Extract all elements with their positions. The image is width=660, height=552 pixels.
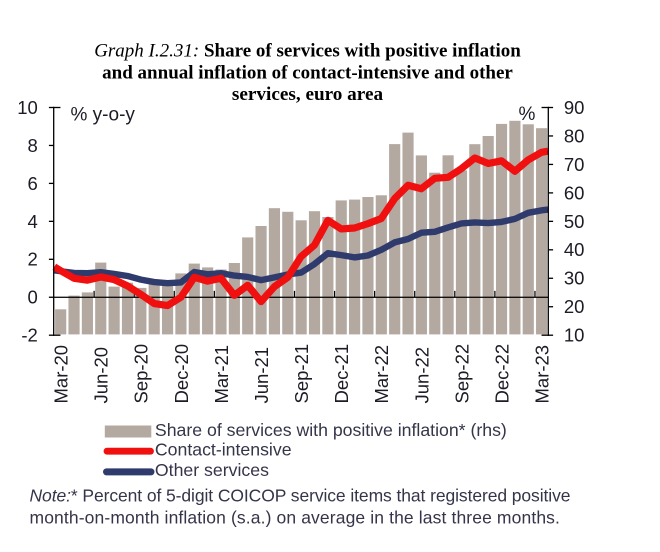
- svg-text:70: 70: [564, 154, 585, 175]
- svg-text:Contact-intensive: Contact-intensive: [155, 440, 292, 460]
- svg-text:Mar-23: Mar-23: [532, 345, 553, 404]
- svg-text:90: 90: [564, 97, 585, 118]
- svg-text:month-on-month inflation (s.a.: month-on-month inflation (s.a.) on avera…: [30, 508, 561, 528]
- svg-text:Jun-21: Jun-21: [251, 347, 272, 404]
- svg-text:Sep-20: Sep-20: [131, 344, 152, 404]
- svg-text:6: 6: [28, 173, 38, 194]
- svg-text:and annual inflation of contac: and annual inflation of contact-intensiv…: [102, 63, 513, 84]
- svg-text:Dec-20: Dec-20: [171, 344, 192, 404]
- svg-text:Graph I.2.31: Share of service: Graph I.2.31: Share of services with pos…: [94, 41, 521, 62]
- svg-text:0: 0: [28, 287, 38, 308]
- svg-text:30: 30: [564, 268, 585, 289]
- svg-text:8: 8: [28, 135, 38, 156]
- svg-text:services, euro area: services, euro area: [232, 84, 384, 105]
- svg-text:50: 50: [564, 211, 585, 232]
- svg-text:4: 4: [28, 211, 38, 232]
- svg-text:Mar-22: Mar-22: [371, 345, 392, 404]
- svg-text:Dec-21: Dec-21: [331, 344, 352, 404]
- svg-text:Sep-22: Sep-22: [451, 344, 472, 404]
- svg-text:20: 20: [564, 296, 585, 317]
- svg-text:60: 60: [564, 182, 585, 203]
- svg-text:10: 10: [564, 325, 585, 346]
- svg-text:10: 10: [17, 97, 38, 118]
- svg-text:Sep-21: Sep-21: [291, 344, 312, 404]
- svg-text:40: 40: [564, 239, 585, 260]
- svg-text:Jun-20: Jun-20: [91, 347, 112, 404]
- svg-text:Note:* Percent of 5-digit COIC: Note:* Percent of 5-digit COICOP service…: [30, 486, 571, 506]
- svg-text:2: 2: [28, 249, 38, 270]
- svg-text:80: 80: [564, 125, 585, 146]
- svg-text:Mar-21: Mar-21: [211, 345, 232, 404]
- svg-text:Mar-20: Mar-20: [51, 345, 72, 404]
- svg-text:%: %: [519, 104, 536, 125]
- svg-text:Share of services with positiv: Share of services with positive inflatio…: [155, 420, 507, 440]
- svg-text:-2: -2: [21, 325, 37, 346]
- svg-text:% y-o-y: % y-o-y: [71, 104, 136, 125]
- svg-text:Jun-22: Jun-22: [411, 347, 432, 404]
- svg-text:Dec-22: Dec-22: [491, 344, 512, 404]
- svg-text:Other services: Other services: [155, 460, 269, 480]
